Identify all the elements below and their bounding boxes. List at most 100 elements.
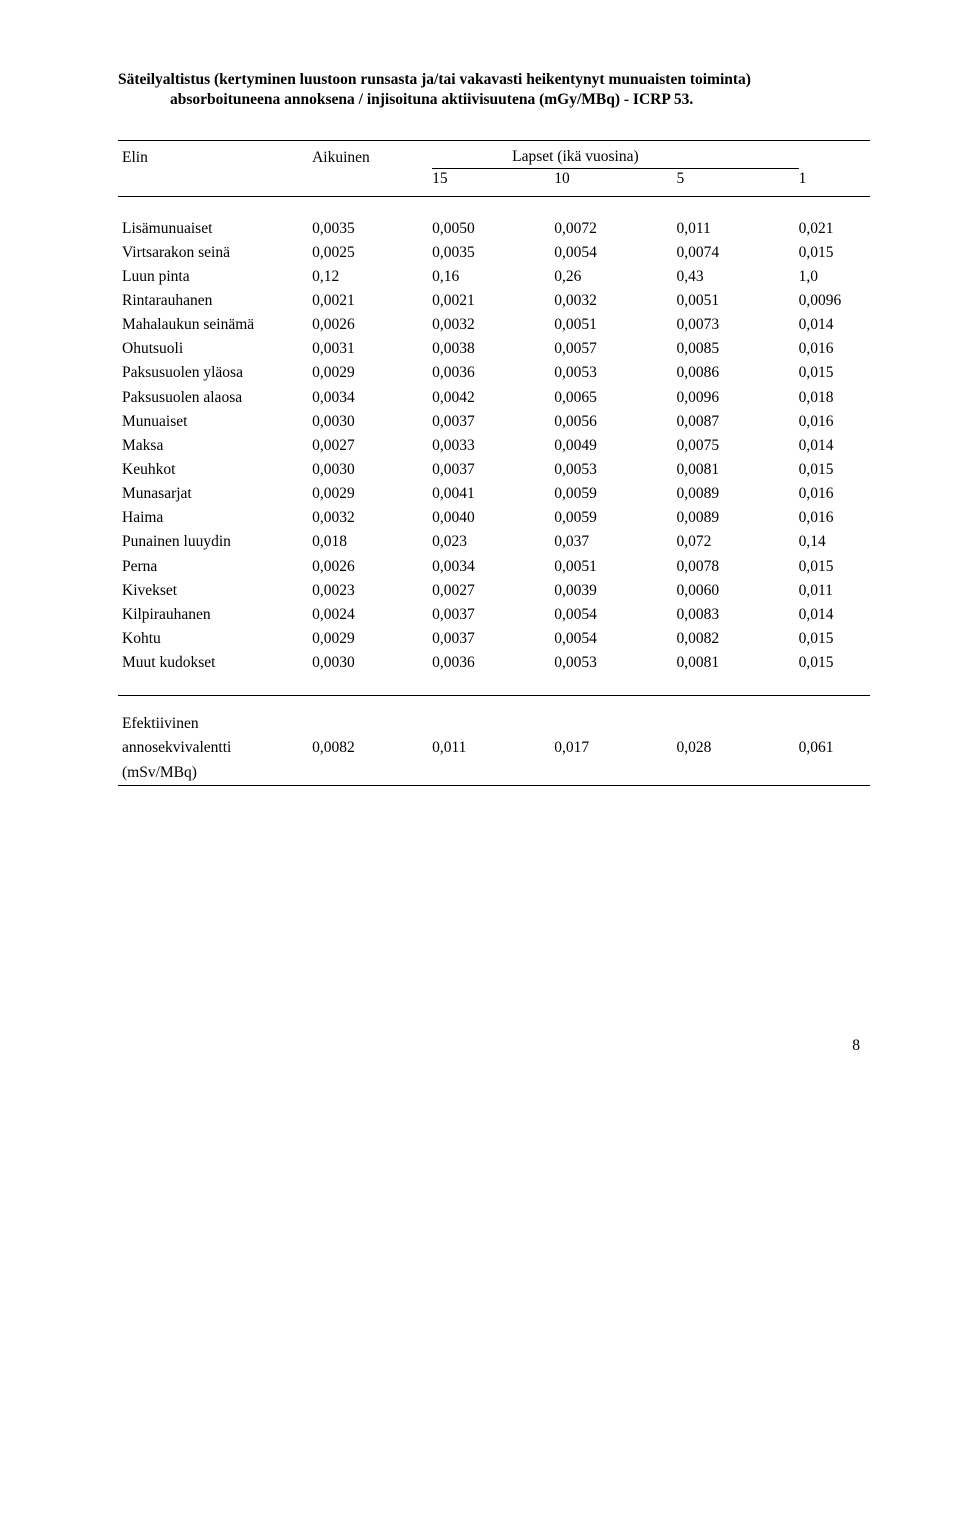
row-value: 0,0030 — [308, 458, 428, 482]
row-value: 0,0027 — [308, 434, 428, 458]
row-value: 0,0036 — [428, 651, 550, 675]
row-value: 0,015 — [795, 458, 870, 482]
row-label: Virtsarakon seinä — [118, 241, 308, 265]
row-value: 0,0057 — [550, 337, 672, 361]
row-value: 0,0042 — [428, 386, 550, 410]
row-label: Muut kudokset — [118, 651, 308, 675]
table-row: Paksusuolen yläosa0,00290,00360,00530,00… — [118, 361, 870, 385]
row-value: 0,26 — [550, 265, 672, 289]
row-value: 0,0085 — [672, 337, 794, 361]
row-value: 0,0053 — [550, 651, 672, 675]
row-value: 0,018 — [308, 530, 428, 554]
row-value: 0,0025 — [308, 241, 428, 265]
row-label: Luun pinta — [118, 265, 308, 289]
row-label: Munuaiset — [118, 410, 308, 434]
row-value: 0,015 — [795, 651, 870, 675]
row-value: 0,011 — [795, 579, 870, 603]
title-line1: Säteilyaltistus (kertyminen luustoon run… — [118, 70, 870, 90]
row-value: 0,0072 — [550, 217, 672, 241]
row-value: 0,0089 — [672, 482, 794, 506]
row-value: 0,0083 — [672, 603, 794, 627]
row-value: 0,0082 — [672, 627, 794, 651]
row-value: 0,0029 — [308, 361, 428, 385]
row-value: 0,0035 — [428, 241, 550, 265]
table-row: Kilpirauhanen0,00240,00370,00540,00830,0… — [118, 603, 870, 627]
row-value: 0,0087 — [672, 410, 794, 434]
row-value: 0,0036 — [428, 361, 550, 385]
row-value: 0,0037 — [428, 603, 550, 627]
footer-l2: annosekvivalentti — [118, 736, 308, 760]
th-aikuinen: Aikuinen — [308, 141, 428, 170]
row-label: Kilpirauhanen — [118, 603, 308, 627]
row-value: 0,0086 — [672, 361, 794, 385]
row-value: 0,0054 — [550, 241, 672, 265]
row-value: 0,016 — [795, 410, 870, 434]
row-value: 0,0027 — [428, 579, 550, 603]
th-age-10: 10 — [550, 169, 672, 196]
row-value: 0,0073 — [672, 313, 794, 337]
table-row: Punainen luuydin0,0180,0230,0370,0720,14 — [118, 530, 870, 554]
row-value: 0,0078 — [672, 555, 794, 579]
table-row: Luun pinta0,120,160,260,431,0 — [118, 265, 870, 289]
table-row: Keuhkot0,00300,00370,00530,00810,015 — [118, 458, 870, 482]
row-value: 0,0074 — [672, 241, 794, 265]
row-value: 0,0021 — [428, 289, 550, 313]
row-value: 0,0050 — [428, 217, 550, 241]
table-row: Ohutsuoli0,00310,00380,00570,00850,016 — [118, 337, 870, 361]
table-row: Kivekset0,00230,00270,00390,00600,011 — [118, 579, 870, 603]
row-value: 0,0059 — [550, 506, 672, 530]
row-value: 0,0038 — [428, 337, 550, 361]
row-value: 0,16 — [428, 265, 550, 289]
th-age-5: 5 — [672, 169, 794, 196]
table-row: Rintarauhanen0,00210,00210,00320,00510,0… — [118, 289, 870, 313]
row-value: 0,0051 — [672, 289, 794, 313]
row-label: Maksa — [118, 434, 308, 458]
row-value: 0,0030 — [308, 410, 428, 434]
row-value: 0,018 — [795, 386, 870, 410]
table-row: Perna0,00260,00340,00510,00780,015 — [118, 555, 870, 579]
row-value: 0,0059 — [550, 482, 672, 506]
row-label: Rintarauhanen — [118, 289, 308, 313]
row-value: 1,0 — [795, 265, 870, 289]
row-value: 0,0040 — [428, 506, 550, 530]
row-value: 0,0032 — [308, 506, 428, 530]
row-value: 0,0021 — [308, 289, 428, 313]
row-value: 0,0026 — [308, 555, 428, 579]
footer-l1: Efektiivinen — [118, 696, 308, 736]
row-value: 0,0054 — [550, 603, 672, 627]
row-label: Kivekset — [118, 579, 308, 603]
row-label: Keuhkot — [118, 458, 308, 482]
table-row: Kohtu0,00290,00370,00540,00820,015 — [118, 627, 870, 651]
row-value: 0,0029 — [308, 482, 428, 506]
row-value: 0,0081 — [672, 651, 794, 675]
table-row: Maksa0,00270,00330,00490,00750,014 — [118, 434, 870, 458]
row-value: 0,014 — [795, 313, 870, 337]
footer-val-3: 0,028 — [672, 736, 794, 760]
row-label: Kohtu — [118, 627, 308, 651]
table-row: Mahalaukun seinämä0,00260,00320,00510,00… — [118, 313, 870, 337]
row-label: Paksusuolen alaosa — [118, 386, 308, 410]
row-value: 0,0054 — [550, 627, 672, 651]
row-value: 0,0060 — [672, 579, 794, 603]
row-value: 0,016 — [795, 506, 870, 530]
row-value: 0,0096 — [672, 386, 794, 410]
row-value: 0,0053 — [550, 361, 672, 385]
row-value: 0,0026 — [308, 313, 428, 337]
row-value: 0,014 — [795, 603, 870, 627]
row-value: 0,0056 — [550, 410, 672, 434]
footer-val-1: 0,011 — [428, 736, 550, 760]
row-value: 0,011 — [672, 217, 794, 241]
row-value: 0,0041 — [428, 482, 550, 506]
row-label: Haima — [118, 506, 308, 530]
table-row: Lisämunuaiset0,00350,00500,00720,0110,02… — [118, 217, 870, 241]
table-row: Muut kudokset0,00300,00360,00530,00810,0… — [118, 651, 870, 675]
th-lapset: Lapset (ikä vuosina) — [428, 141, 870, 170]
lapset-label: Lapset (ikä vuosina) — [432, 147, 799, 169]
row-value: 0,023 — [428, 530, 550, 554]
title-line2: absorboituneena annoksena / injisoituna … — [118, 90, 870, 110]
footer-l3: (mSv/MBq) — [118, 761, 308, 785]
table-row: Paksusuolen alaosa0,00340,00420,00650,00… — [118, 386, 870, 410]
th-elin: Elin — [118, 141, 308, 170]
row-value: 0,037 — [550, 530, 672, 554]
row-value: 0,0035 — [308, 217, 428, 241]
